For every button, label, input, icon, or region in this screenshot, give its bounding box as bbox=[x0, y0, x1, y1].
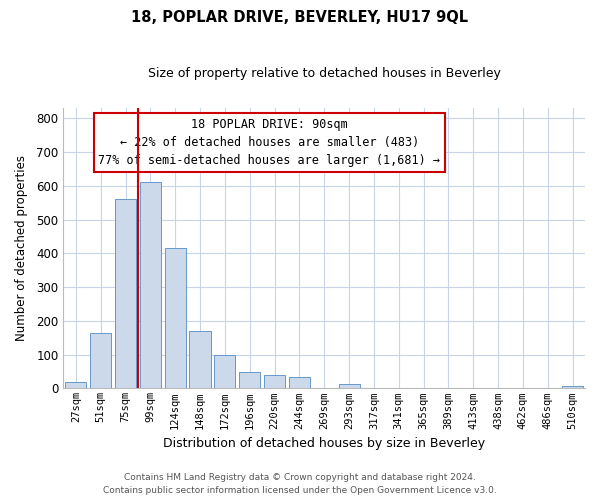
Y-axis label: Number of detached properties: Number of detached properties bbox=[15, 155, 28, 341]
Bar bbox=[164, 248, 186, 388]
Bar bbox=[239, 372, 260, 388]
Text: 18 POPLAR DRIVE: 90sqm
← 22% of detached houses are smaller (483)
77% of semi-de: 18 POPLAR DRIVE: 90sqm ← 22% of detached… bbox=[98, 118, 440, 167]
Bar bbox=[214, 354, 235, 388]
Bar bbox=[90, 332, 111, 388]
Bar bbox=[115, 199, 136, 388]
Bar bbox=[338, 384, 359, 388]
Bar bbox=[562, 386, 583, 388]
Text: Contains HM Land Registry data © Crown copyright and database right 2024.
Contai: Contains HM Land Registry data © Crown c… bbox=[103, 473, 497, 495]
Bar bbox=[65, 382, 86, 388]
Bar bbox=[140, 182, 161, 388]
Bar bbox=[264, 375, 285, 388]
Bar bbox=[190, 331, 211, 388]
Bar bbox=[289, 377, 310, 388]
Text: 18, POPLAR DRIVE, BEVERLEY, HU17 9QL: 18, POPLAR DRIVE, BEVERLEY, HU17 9QL bbox=[131, 10, 469, 25]
Title: Size of property relative to detached houses in Beverley: Size of property relative to detached ho… bbox=[148, 68, 500, 80]
X-axis label: Distribution of detached houses by size in Beverley: Distribution of detached houses by size … bbox=[163, 437, 485, 450]
